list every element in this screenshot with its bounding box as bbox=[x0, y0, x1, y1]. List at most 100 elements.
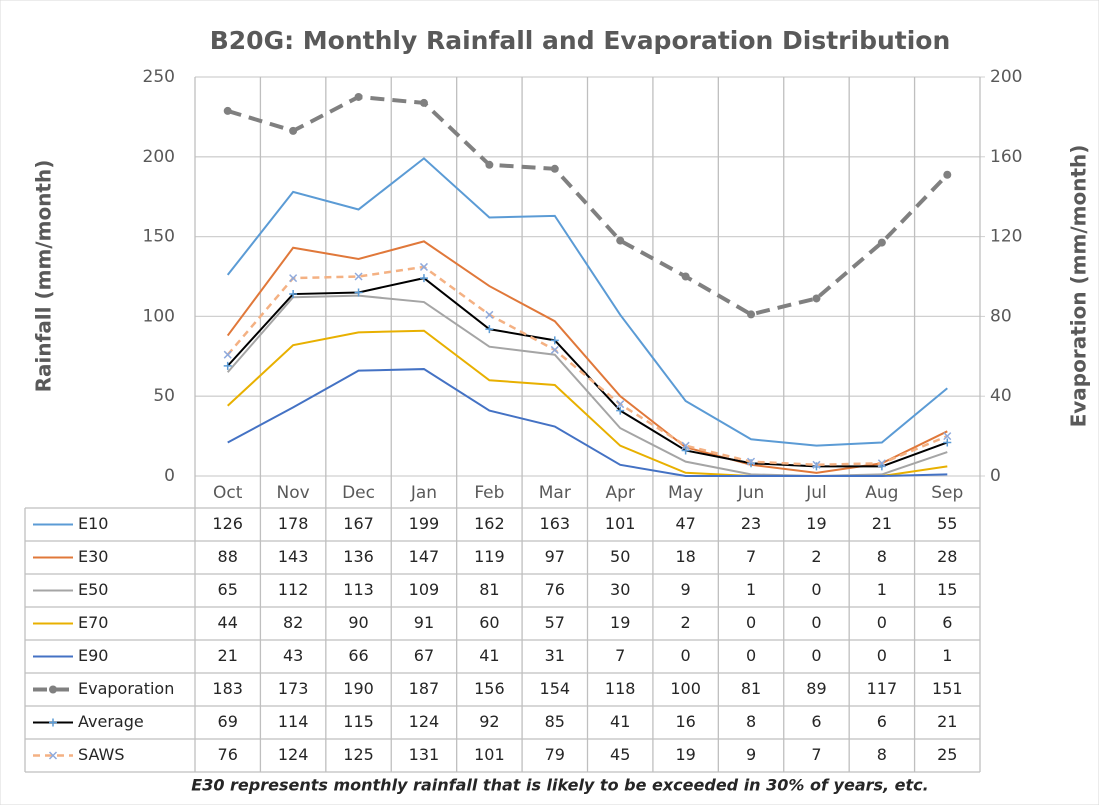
x-tick-label: Dec bbox=[342, 483, 375, 503]
table-cell: 81 bbox=[741, 679, 761, 698]
marker bbox=[354, 272, 363, 281]
table-cell: 101 bbox=[605, 514, 636, 533]
table-cell: 88 bbox=[218, 547, 238, 566]
table-cell: 8 bbox=[877, 547, 887, 566]
y2-tick-label: 200 bbox=[990, 67, 1022, 87]
table-cell: 79 bbox=[545, 745, 565, 764]
table-cell: 67 bbox=[414, 646, 434, 665]
series-line bbox=[227, 94, 949, 317]
table-cell: 66 bbox=[348, 646, 368, 665]
legend-label: E30 bbox=[78, 547, 108, 566]
table-cell: 30 bbox=[610, 580, 630, 599]
table-cell: 6 bbox=[811, 712, 821, 731]
x-tick-label: Jan bbox=[410, 483, 437, 503]
marker bbox=[49, 718, 57, 727]
table-cell: 154 bbox=[540, 679, 571, 698]
marker bbox=[550, 164, 559, 173]
table-cell: 76 bbox=[545, 580, 565, 599]
table-cell: 117 bbox=[867, 679, 898, 698]
y-tick-label: 150 bbox=[143, 227, 175, 247]
table-cell: 136 bbox=[343, 547, 374, 566]
marker bbox=[812, 460, 821, 469]
marker bbox=[223, 350, 232, 359]
table-cell: 7 bbox=[615, 646, 625, 665]
marker bbox=[616, 236, 625, 245]
table-cell: 97 bbox=[545, 547, 565, 566]
table-cell: 8 bbox=[746, 712, 756, 731]
legend-label: Evaporation bbox=[78, 679, 174, 698]
marker bbox=[550, 336, 559, 345]
table-cell: 65 bbox=[218, 580, 238, 599]
y-tick-label: 100 bbox=[143, 306, 175, 326]
marker bbox=[419, 262, 428, 271]
table-cell: 114 bbox=[278, 712, 309, 731]
x-tick-label: Aug bbox=[865, 483, 898, 503]
table-cell: 101 bbox=[474, 745, 505, 764]
table-cell: 82 bbox=[283, 613, 303, 632]
footnote: E30 represents monthly rainfall that is … bbox=[191, 776, 928, 795]
table-cell: 6 bbox=[877, 712, 887, 731]
table-cell: 18 bbox=[675, 547, 695, 566]
marker bbox=[943, 438, 952, 447]
table-cell: 109 bbox=[409, 580, 440, 599]
table-cell: 81 bbox=[479, 580, 499, 599]
x-tick-label: Apr bbox=[605, 483, 634, 503]
marker bbox=[812, 294, 821, 303]
table-cell: 9 bbox=[746, 745, 756, 764]
marker bbox=[49, 685, 57, 694]
table-cell: 21 bbox=[872, 514, 892, 533]
table-cell: 60 bbox=[479, 613, 499, 632]
x-tick-label: Jul bbox=[805, 483, 827, 503]
table-cell: 0 bbox=[746, 613, 756, 632]
table-cell: 162 bbox=[474, 514, 505, 533]
marker bbox=[223, 361, 232, 370]
marker bbox=[616, 400, 625, 409]
x-tick-label: Jun bbox=[737, 483, 765, 503]
y-axis-label: Rainfall (mm/month) bbox=[32, 160, 56, 393]
table-cell: 0 bbox=[681, 646, 691, 665]
legend-label: E10 bbox=[78, 514, 108, 533]
table-cell: 163 bbox=[540, 514, 571, 533]
marker bbox=[681, 441, 690, 450]
y2-tick-label: 40 bbox=[990, 386, 1012, 406]
marker bbox=[354, 288, 363, 297]
table-cell: 41 bbox=[610, 712, 630, 731]
table-cell: 47 bbox=[675, 514, 695, 533]
table-cell: 190 bbox=[343, 679, 374, 698]
y2-tick-label: 0 bbox=[990, 466, 1001, 486]
table-cell: 0 bbox=[877, 613, 887, 632]
table-cell: 90 bbox=[348, 613, 368, 632]
table-cell: 21 bbox=[218, 646, 238, 665]
table-cell: 113 bbox=[343, 580, 374, 599]
series-line bbox=[226, 240, 948, 474]
table-cell: 45 bbox=[610, 745, 630, 764]
x-tick-label: May bbox=[668, 483, 703, 503]
table-cell: 156 bbox=[474, 679, 505, 698]
table-cell: 1 bbox=[942, 646, 952, 665]
table-cell: 31 bbox=[545, 646, 565, 665]
marker bbox=[550, 345, 559, 354]
legend-label: Average bbox=[78, 712, 144, 731]
y2-tick-label: 80 bbox=[990, 306, 1012, 326]
table-cell: 6 bbox=[942, 613, 952, 632]
table-cell: 44 bbox=[218, 613, 238, 632]
marker bbox=[289, 126, 298, 135]
table-cell: 147 bbox=[409, 547, 440, 566]
marker bbox=[289, 274, 298, 283]
table-cell: 15 bbox=[937, 580, 957, 599]
table-cell: 0 bbox=[746, 646, 756, 665]
chart-title: B20G: Monthly Rainfall and Evaporation D… bbox=[210, 26, 951, 55]
series-line bbox=[226, 157, 948, 447]
table-cell: 2 bbox=[811, 547, 821, 566]
table-cell: 112 bbox=[278, 580, 309, 599]
table-cell: 115 bbox=[343, 712, 374, 731]
table-cell: 118 bbox=[605, 679, 636, 698]
marker bbox=[747, 457, 756, 466]
marker bbox=[616, 406, 625, 415]
x-tick-label: Oct bbox=[213, 483, 243, 503]
legend-label: SAWS bbox=[78, 745, 125, 764]
table-cell: 126 bbox=[212, 514, 243, 533]
table-cell: 19 bbox=[806, 514, 826, 533]
marker bbox=[877, 238, 886, 247]
